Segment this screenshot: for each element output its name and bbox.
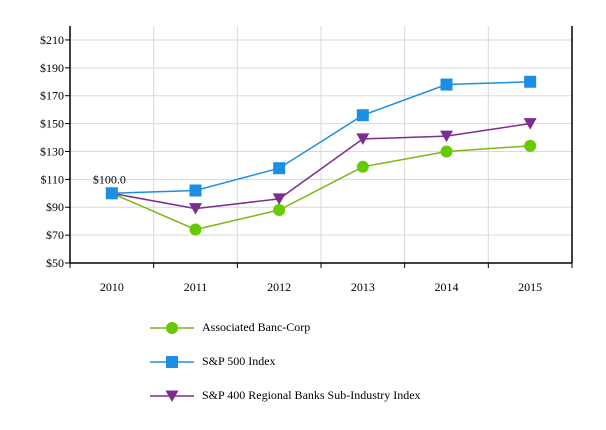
- x-tick-label: 2015: [518, 280, 542, 294]
- legend-label-associated: Associated Banc-Corp: [202, 320, 311, 334]
- legend-label-sp500: S&P 500 Index: [202, 354, 276, 368]
- series-0-point: [440, 145, 453, 158]
- y-tick-label: $210: [40, 33, 64, 47]
- series-2-point: [189, 203, 202, 215]
- x-tick-label: 2014: [435, 280, 459, 294]
- legend-swatch-associated: [150, 322, 194, 334]
- series-0-point: [356, 160, 369, 173]
- legend-item-sp500: S&P 500 Index: [150, 350, 570, 374]
- series-1-point: [440, 78, 453, 91]
- x-tick-label: 2010: [100, 280, 124, 294]
- legend-label-sp400: S&P 400 Regional Banks Sub-Industry Inde…: [202, 388, 421, 402]
- series-1-point: [105, 187, 118, 200]
- y-tick-label: $50: [46, 256, 64, 270]
- series-2-point: [272, 193, 286, 205]
- legend-marker: [165, 390, 179, 402]
- y-tick-label: $90: [46, 200, 64, 214]
- series-2-point: [440, 130, 453, 143]
- y-tick-label: $70: [46, 228, 64, 242]
- y-tick-label: $130: [40, 144, 64, 158]
- y-tick-label: $150: [40, 117, 64, 131]
- x-tick-label: 2012: [267, 280, 291, 294]
- x-tick-label: 2011: [184, 280, 208, 294]
- legend-swatch-sp500: [150, 356, 194, 368]
- legend-swatch-sp400: [150, 390, 194, 402]
- y-tick-label: $190: [40, 61, 64, 75]
- x-tick-label: 2013: [351, 280, 375, 294]
- start-value-annotation: $100.0: [93, 172, 126, 186]
- legend-marker: [166, 356, 178, 368]
- y-tick-label: $170: [40, 89, 64, 103]
- series-0-point: [273, 204, 286, 217]
- series-1-point: [273, 162, 286, 175]
- legend-marker: [166, 322, 178, 334]
- series-line-0: [111, 145, 531, 231]
- series-1-point: [189, 184, 202, 197]
- series-2-point: [523, 118, 537, 130]
- series-0-point: [189, 223, 202, 236]
- series-group: [105, 75, 537, 236]
- series-1-point: [356, 109, 369, 122]
- legend-item-sp400: S&P 400 Regional Banks Sub-Industry Inde…: [150, 384, 570, 408]
- series-line-1: [111, 81, 531, 195]
- legend-item-associated: Associated Banc-Corp: [150, 316, 570, 340]
- series-1-point: [524, 75, 537, 88]
- series-line-2: [111, 122, 531, 210]
- series-2-point: [356, 133, 370, 145]
- grid-lines: [69, 26, 573, 264]
- y-axis: $50 $70 $90 $110 $130 $150 $170 $190 $210: [40, 26, 71, 270]
- legend: Associated Banc-Corp S&P 500 Index S&P 4…: [150, 316, 570, 418]
- y-tick-label: $110: [40, 172, 64, 186]
- series-0-point: [524, 139, 537, 152]
- x-axis: 2010 2011 2012 2013 2014 2015: [69, 26, 573, 294]
